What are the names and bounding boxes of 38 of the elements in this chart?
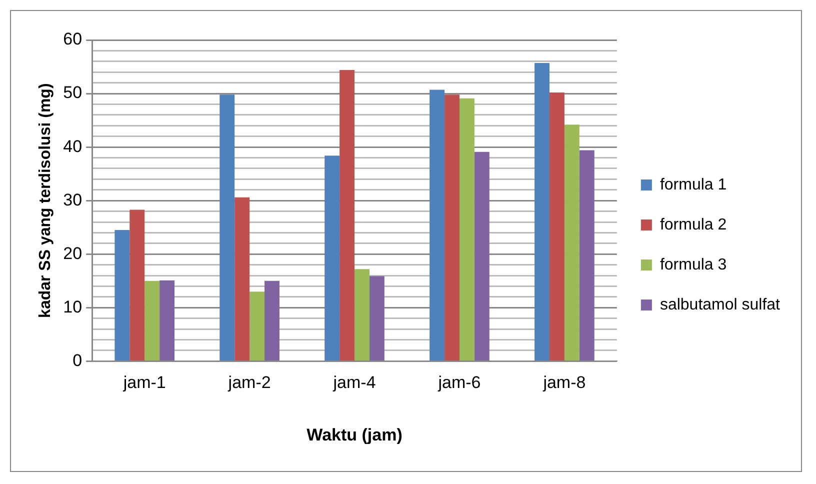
bar [324, 156, 340, 360]
y-tick-label: 30 [63, 190, 82, 210]
bar [130, 210, 145, 360]
y-axis-title: kadar SS yang terdisolusi (mg) [37, 83, 54, 318]
bar [264, 280, 280, 360]
x-tick-label: jam-4 [332, 373, 376, 392]
bar [369, 276, 384, 360]
y-tick-label: 20 [63, 244, 82, 263]
bar [354, 269, 370, 360]
bar [114, 230, 130, 360]
x-tick-label: jam-2 [227, 373, 271, 392]
bar [340, 70, 355, 360]
legend-label: formula 2 [660, 216, 727, 234]
bar [534, 63, 550, 360]
bar [579, 150, 594, 360]
bar [459, 98, 474, 360]
bar [444, 94, 460, 360]
bar [564, 124, 580, 360]
bar [234, 197, 250, 360]
x-axis-title: Waktu (jam) [306, 425, 402, 444]
y-tick-label: 50 [63, 83, 82, 102]
legend-label: formula 1 [660, 176, 727, 194]
x-tick-label: jam-1 [122, 373, 166, 392]
bar [549, 92, 564, 360]
bar [250, 292, 265, 360]
bar [430, 90, 445, 360]
x-tick-label: jam-8 [542, 373, 586, 392]
bar [144, 280, 160, 360]
y-tick-label: 40 [63, 136, 82, 156]
bar [160, 280, 175, 360]
bar [474, 152, 490, 360]
x-tick-label: jam-6 [437, 373, 481, 392]
bar [220, 94, 235, 360]
legend-label: formula 3 [660, 256, 727, 274]
y-tick-label: 10 [63, 297, 82, 316]
legend-label: salbutamol sulfat [660, 296, 781, 314]
y-tick-label: 0 [72, 350, 82, 370]
y-tick-label: 60 [63, 30, 82, 49]
